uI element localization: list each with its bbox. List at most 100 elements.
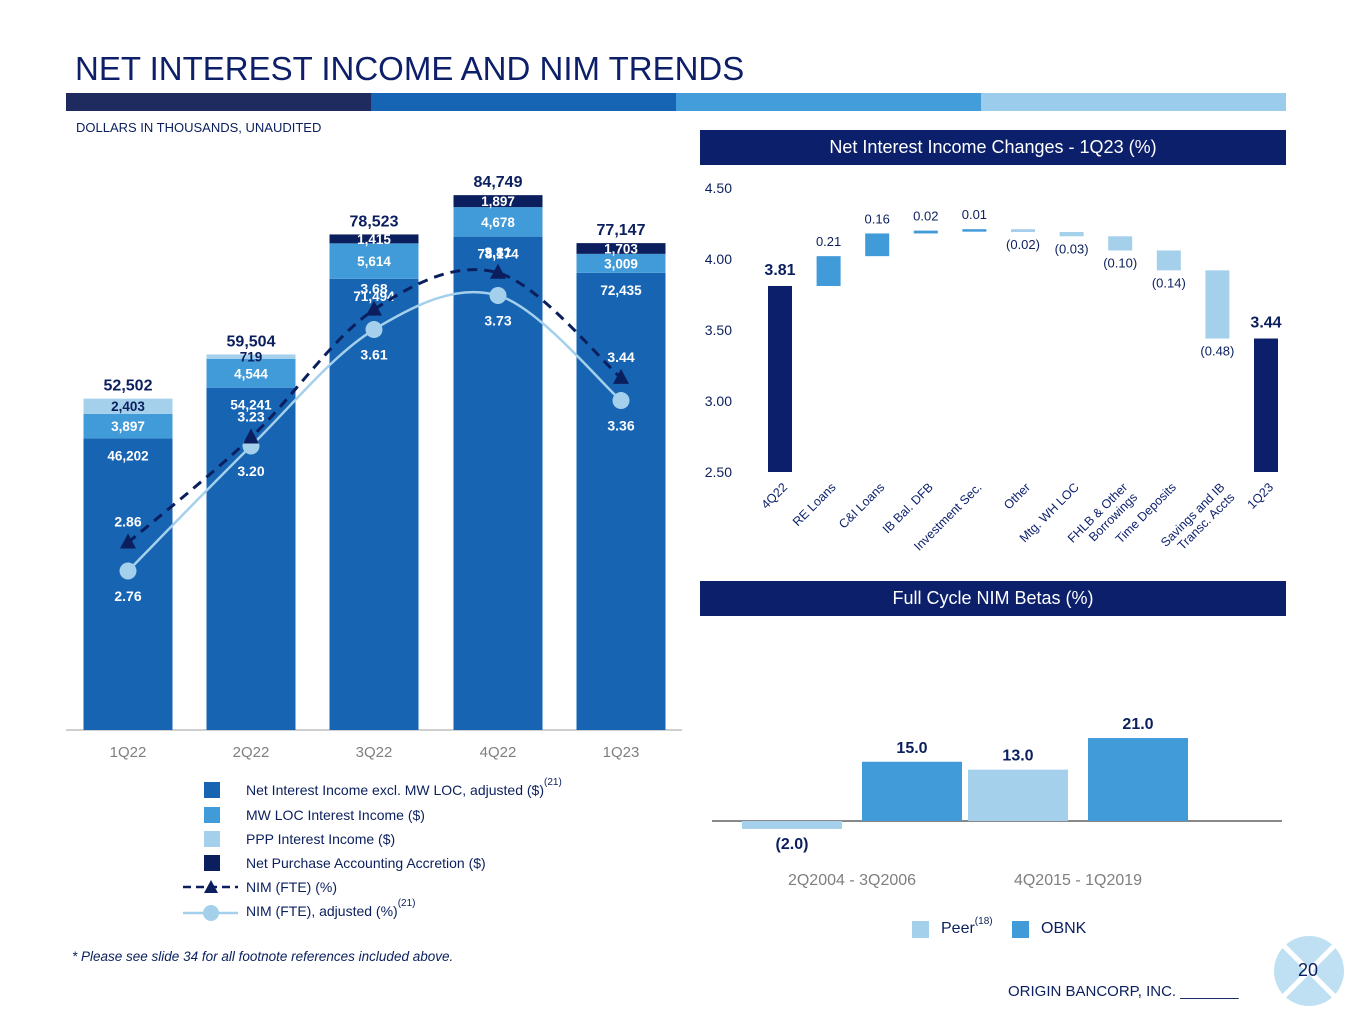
- stripe-segment-1: [66, 93, 371, 111]
- bar-label-1Q23-1: 3,009: [604, 256, 638, 271]
- bar-3Q22-1: [329, 243, 419, 279]
- legend-swatch-nii-excl: [204, 782, 220, 798]
- nim-fte-label-1Q23: 3.44: [607, 349, 634, 365]
- bar-4Q22-0: [453, 236, 543, 730]
- bar-1Q22-1: [83, 413, 173, 439]
- beta-category-1: 4Q2015 - 1Q2019: [1014, 872, 1142, 889]
- waterfall-y-tick-3.00: 3.00: [705, 393, 732, 409]
- waterfall-x-tick-line: 1Q23: [1245, 480, 1277, 512]
- waterfall-x-tick-2: C&I Loans: [836, 480, 887, 531]
- bar-1Q22-0: [83, 438, 173, 730]
- legend-nii-excl: Net Interest Income excl. MW LOC, adjust…: [183, 776, 562, 800]
- legend-footnote-nii-excl: (21): [544, 776, 562, 788]
- bar-label-1Q22-0: 46,202: [107, 448, 148, 463]
- legend-nim-fte: NIM (FTE) (%): [183, 877, 337, 897]
- beta-category-0: 2Q2004 - 3Q2006: [788, 872, 916, 889]
- nim-betas-bar-chart: (2.0) 15.0 2Q2004 - 3Q2006 13.0 21.0 4Q2015 -…: [712, 716, 1282, 889]
- bar-label-1Q22-1: 3,897: [111, 419, 145, 434]
- waterfall-x-tick-line: 4Q22: [759, 480, 791, 512]
- waterfall-x-tick-1: RE Loans: [790, 480, 839, 529]
- waterfall-y-tick-3.50: 3.50: [705, 322, 732, 338]
- beta-bar-Peer-0: [742, 821, 842, 829]
- nim-fte-label-2Q22: 3.23: [237, 408, 264, 424]
- waterfall-banner: Net Interest Income Changes - 1Q23 (%): [700, 130, 1286, 165]
- x-tick-4Q22: 4Q22: [480, 744, 517, 761]
- company-name: ORIGIN BANCORP, INC. _______: [1008, 983, 1239, 1000]
- nim-fte-line: [127, 268, 622, 544]
- legend-obnk: OBNK: [1012, 920, 1086, 938]
- waterfall-bar-10: [1254, 338, 1278, 472]
- bar-label-1Q23-3: 1,703: [604, 241, 638, 256]
- waterfall-x-tick-0: 4Q22: [759, 480, 791, 512]
- legend-peer: Peer (18): [912, 916, 993, 938]
- beta-bar-Peer-1: [968, 769, 1068, 821]
- waterfall-value-8: (0.14): [1152, 275, 1186, 290]
- nim-fte-point-2Q22: [243, 428, 259, 444]
- legend-swatch-peer: [912, 920, 929, 938]
- legend-label-accretion: Net Purchase Accounting Accretion ($): [246, 855, 486, 871]
- bar-label-2Q22-1: 4,544: [234, 366, 268, 381]
- beta-label-OBNK-1: 21.0: [1122, 716, 1153, 733]
- page-number: 20: [1298, 960, 1319, 980]
- waterfall-bar-5: [1011, 229, 1035, 233]
- nii-stacked-bar-chart: 46,202 3,897 2,403 52,502 1Q22 54,241 4,544719…: [66, 174, 682, 761]
- bar-4Q22-1: [453, 207, 543, 237]
- waterfall-value-4: 0.01: [962, 207, 987, 222]
- page-title: NET INTEREST INCOME AND NIM TRENDS: [75, 50, 745, 87]
- waterfall-bar-1: [816, 256, 841, 286]
- waterfall-y-tick-2.50: 2.50: [705, 464, 732, 480]
- waterfall-bar-4: [962, 229, 987, 232]
- nim-adjusted-label-2Q22: 3.20: [237, 463, 264, 479]
- beta-label-OBNK-0: 15.0: [896, 740, 927, 757]
- waterfall-x-tick-line: RE Loans: [790, 480, 839, 529]
- page-subtitle: DOLLARS IN THOUSANDS, UNAUDITED: [76, 120, 322, 135]
- legend-label-mw-loc: MW LOC Interest Income ($): [246, 807, 425, 823]
- legend-ppp: PPP Interest Income ($): [183, 829, 395, 849]
- total-label-2Q22: 59,504: [227, 333, 276, 350]
- beta-label-Peer-1: 13.0: [1002, 748, 1033, 765]
- legend-swatch-ppp: [204, 831, 220, 847]
- waterfall-x-tick-10: 1Q23: [1245, 480, 1277, 512]
- nim-adjusted-label-3Q22: 3.61: [360, 347, 387, 363]
- bar-1Q22-2: [83, 398, 173, 414]
- stripe-segment-3: [676, 93, 981, 111]
- waterfall-bar-3: [913, 230, 938, 234]
- x-tick-3Q22: 3Q22: [356, 744, 393, 761]
- waterfall-value-5: (0.02): [1006, 237, 1040, 252]
- legend-swatch-mw-loc: [204, 807, 220, 823]
- waterfall-value-2: 0.16: [865, 211, 890, 226]
- legend-label-obnk: OBNK: [1041, 920, 1087, 937]
- legend-label-nii-excl: Net Interest Income excl. MW LOC, adjust…: [246, 782, 544, 798]
- bar-label-4Q22-0: 78,174: [477, 247, 519, 262]
- nim-fte-point-1Q22: [120, 533, 136, 549]
- bar-3Q22-0: [329, 278, 419, 730]
- origin-logo-icon: [1274, 936, 1344, 1006]
- beta-bar-OBNK-1: [1088, 738, 1188, 821]
- nim-fte-point-3Q22: [366, 300, 382, 316]
- bar-label-4Q22-1: 4,678: [481, 215, 515, 230]
- waterfall-value-10: 3.44: [1250, 315, 1281, 332]
- stripe-segment-4: [981, 93, 1286, 111]
- waterfall-bar-9: [1205, 270, 1230, 339]
- nim-adjusted-label-1Q22: 2.76: [114, 588, 141, 604]
- bar-3Q22-3: [329, 234, 419, 244]
- legend-label-ppp: PPP Interest Income ($): [246, 831, 396, 847]
- bar-4Q22-3: [453, 195, 543, 208]
- bar-label-1Q22-2: 2,403: [111, 399, 145, 414]
- nim-adjusted-point-4Q22: [489, 286, 507, 304]
- legend-nim-adj: NIM (FTE), adjusted (%) (21): [183, 898, 416, 921]
- legend-label-nim-fte: NIM (FTE) (%): [246, 879, 337, 895]
- legend-swatch-obnk: [1012, 920, 1029, 938]
- stripe-segment-2: [371, 93, 676, 111]
- nim-adjusted-point-1Q22: [119, 562, 137, 580]
- bar-label-2Q22-2: 719: [240, 350, 263, 365]
- waterfall-bar-0: [768, 285, 792, 472]
- nim-fte-label-4Q22: 3.81: [484, 244, 511, 260]
- waterfall-y-tick-4.00: 4.00: [705, 251, 732, 267]
- total-label-1Q22: 52,502: [104, 378, 153, 395]
- waterfall-y-tick-4.50: 4.50: [705, 180, 732, 196]
- nim-adjusted-point-3Q22: [365, 321, 383, 339]
- betas-banner: Full Cycle NIM Betas (%): [700, 581, 1286, 616]
- legend-footnote-peer: (18): [974, 915, 993, 927]
- total-label-4Q22: 84,749: [474, 174, 523, 191]
